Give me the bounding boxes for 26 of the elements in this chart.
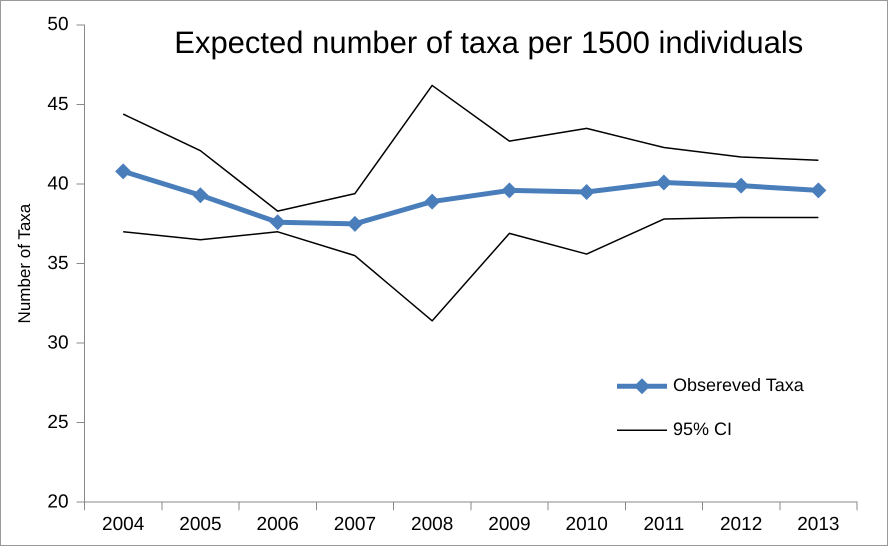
x-tick-label: 2011 bbox=[643, 514, 684, 535]
legend-label: 95% CI bbox=[673, 419, 732, 440]
y-tick-label: 45 bbox=[47, 94, 69, 115]
y-tick-label: 25 bbox=[47, 412, 69, 433]
x-tick-label: 2012 bbox=[720, 514, 762, 535]
y-tick-label: 40 bbox=[47, 173, 69, 194]
x-tick-label: 2013 bbox=[797, 514, 840, 535]
x-tick-label: 2009 bbox=[488, 514, 531, 535]
chart-title: Expected number of taxa per 1500 individuals bbox=[174, 25, 804, 60]
y-tick-label: 35 bbox=[47, 252, 69, 274]
point bbox=[192, 187, 208, 204]
point bbox=[424, 194, 440, 210]
y-tick-label: 30 bbox=[47, 332, 69, 354]
x-tick-label: 2004 bbox=[102, 514, 145, 535]
x-tick-label: 2006 bbox=[256, 514, 299, 535]
point bbox=[115, 163, 132, 180]
x-tick-label: 2007 bbox=[334, 514, 376, 535]
legend-label: Obsereved Taxa bbox=[673, 375, 805, 396]
x-tick-label: 2008 bbox=[411, 514, 454, 535]
x-tick-label: 2010 bbox=[565, 514, 608, 535]
point bbox=[578, 184, 595, 200]
y-axis-title: Number of Taxa bbox=[14, 203, 34, 324]
x-tick-label: 2005 bbox=[179, 514, 222, 535]
y-tick-label: 50 bbox=[47, 14, 69, 36]
y-tick-label: 20 bbox=[47, 491, 69, 512]
point bbox=[656, 174, 672, 190]
